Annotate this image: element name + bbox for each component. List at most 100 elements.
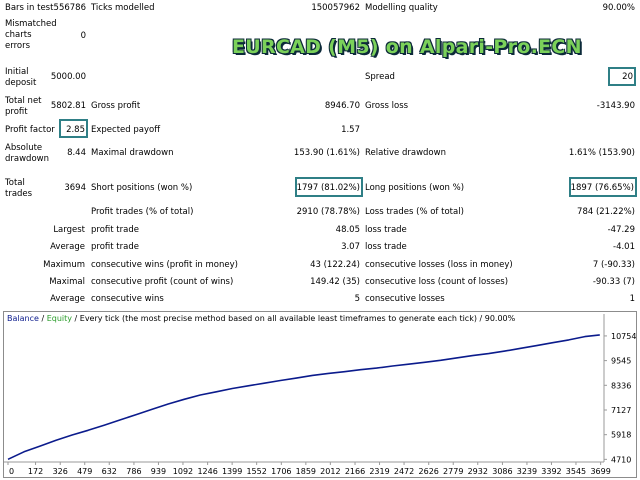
x-tick-label: 786 [126,467,141,476]
x-tick-label: 2012 [320,467,340,476]
x-tick-label: 479 [77,467,92,476]
x-tick-label: 2779 [443,467,463,476]
x-tick-label: 0 [9,467,14,476]
x-tick-label: 2472 [394,467,414,476]
x-tick-label: 3086 [492,467,512,476]
maximal-consecutive-profit-value: 149.42 (35) [310,277,360,287]
expected-payoff-value: 1.57 [341,125,360,135]
x-tick-label: 632 [102,467,117,476]
net-profit-value: 5802.81 [50,101,86,111]
short-positions-value: 1797 (81.02%) [296,183,360,193]
loss-trades-value: 784 (21.22%) [577,207,635,217]
largest-profit-trade-label: profit trade [91,225,139,235]
max-consecutive-losses-value: 7 (-90.33) [592,260,635,270]
y-tick-label: 4710 [611,455,631,464]
mismatched-label-line2: charts [5,30,32,40]
average-consecutive-wins-label: consecutive wins [91,294,164,304]
average-prefix: Average [50,242,85,252]
largest-loss-trade-value: -47.29 [607,225,635,235]
maximal-drawdown-value: 153.90 (1.61%) [293,148,360,158]
profit-factor-label: Profit factor [5,125,55,135]
average-profit-trade-label: profit trade [91,242,139,252]
initial-deposit-label-line1: Initial [5,67,29,77]
max-consecutive-losses-label: consecutive losses (loss in money) [365,260,513,270]
loss-trades-label: Loss trades (% of total) [365,207,464,217]
y-tick-label: 7127 [611,406,631,415]
maximal-consecutive-profit-label: consecutive profit (count of wins) [91,277,234,287]
ticks-modelled-label: Ticks modelled [91,3,155,13]
x-tick-label: 3392 [541,467,561,476]
mismatched-value: 0 [80,31,86,41]
legend-balance: Balance [7,314,39,323]
average-loss-trade-value: -4.01 [613,242,635,252]
x-tick-label: 172 [28,467,43,476]
profit-factor-highlight-box [59,119,88,138]
x-tick-label: 939 [151,467,166,476]
long-positions-label: Long positions (won %) [365,183,465,193]
gross-loss-label: Gross loss [365,101,409,111]
initial-deposit-value: 5000.00 [50,72,86,82]
legend-equity: Equity [46,314,72,323]
spread-label: Spread [365,72,395,82]
absolute-drawdown-label-line2: drawdown [5,154,49,164]
x-tick-label: 3239 [517,467,537,476]
initial-deposit-label-line2: deposit [5,78,37,88]
legend-description: / Every tick (the most precise method ba… [71,314,516,323]
x-tick-label: 1552 [246,467,266,476]
x-tick-label: 3545 [566,467,586,476]
maximal-drawdown-label: Maximal drawdown [91,148,174,158]
expected-payoff-label: Expected payoff [91,125,161,135]
bars-in-test-value: 556786 [53,3,86,13]
largest-prefix: Largest [53,225,85,235]
profit-factor-value: 2.85 [66,125,85,135]
ticks-modelled-value: 150057962 [311,3,360,13]
gross-profit-value: 8946.70 [324,101,360,111]
net-profit-label-line2: profit [5,107,28,117]
maximum-prefix: Maximum [43,260,85,270]
x-tick-label: 1859 [296,467,316,476]
balance-chart: 0 172 326 479 632 786 939 1092 1246 1399 1552 1706 1… [3,311,637,478]
x-tick-label: 2319 [369,467,389,476]
x-tick-label: 2626 [419,467,439,476]
total-trades-label-line2: trades [5,189,33,199]
average-consecutive-wins-value: 5 [354,294,360,304]
balance-series-line [7,334,600,461]
average-profit-trade-value: 3.07 [341,242,360,252]
x-tick-label: 1399 [222,467,242,476]
net-profit-label-line1: Total net [5,96,42,106]
absolute-drawdown-label-line1: Absolute [5,143,43,153]
y-tick-label: 8336 [611,381,631,390]
modelling-quality-label: Modelling quality [365,3,438,13]
y-tick-label: 9545 [611,357,631,366]
y-tick-label: 10754 [611,332,636,341]
relative-drawdown-value: 1.61% (153.90) [568,148,635,158]
mismatched-label-line1: Mismatched [5,19,57,29]
x-tick-label: 3699 [590,467,610,476]
profit-trades-label: Profit trades (% of total) [91,207,194,217]
long-positions-highlight-box [569,177,637,197]
mismatched-label-line3: errors [5,41,31,51]
profit-trades-value: 2910 (78.78%) [296,207,360,217]
average-consecutive-losses-value: 1 [629,294,635,304]
short-positions-label: Short positions (won %) [91,183,193,193]
average-consecutive-prefix: Average [50,294,85,304]
x-tick-label: 1092 [173,467,193,476]
gross-loss-value: -3143.90 [596,101,635,111]
max-consecutive-wins-label: consecutive wins (profit in money) [91,260,238,270]
average-consecutive-losses-label: consecutive losses [365,294,445,304]
x-tick-label: 326 [53,467,68,476]
x-tick-label: 2932 [468,467,488,476]
largest-profit-trade-value: 48.05 [335,225,360,235]
x-tick-label: 2166 [345,467,365,476]
overlay-title: EURCAD (M5) on Alpari-Pro.ECN [232,36,582,58]
relative-drawdown-label: Relative drawdown [365,148,446,158]
x-tick-label: 1246 [197,467,217,476]
maximal-consecutive-loss-value: -90.33 (7) [592,277,635,287]
average-loss-trade-label: loss trade [365,242,407,252]
total-trades-label-line1: Total [5,178,25,188]
spread-value: 20 [622,72,633,82]
max-consecutive-wins-value: 43 (122.24) [310,260,360,270]
x-tick-label: 1706 [271,467,291,476]
short-positions-highlight-box [295,177,363,197]
absolute-drawdown-value: 8.44 [67,148,86,158]
